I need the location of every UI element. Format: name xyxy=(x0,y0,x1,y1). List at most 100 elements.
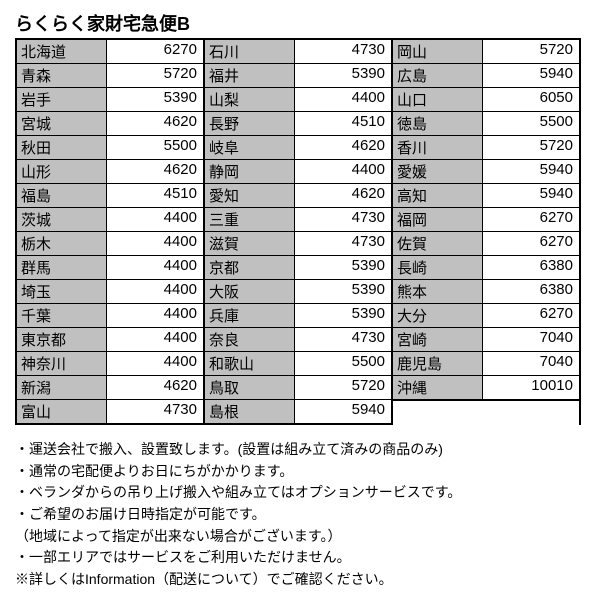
price-cell: 7040 xyxy=(483,352,579,375)
price-cell: 4620 xyxy=(295,136,391,159)
table-row: 群馬4400 xyxy=(17,256,203,280)
prefecture-cell: 岩手 xyxy=(17,88,107,111)
price-cell: 4620 xyxy=(107,376,203,399)
table-row: 神奈川4400 xyxy=(17,352,203,376)
prefecture-cell: 長崎 xyxy=(393,256,483,279)
price-cell: 5940 xyxy=(483,184,579,207)
price-cell: 5720 xyxy=(483,40,579,63)
prefecture-cell: 宮城 xyxy=(17,112,107,135)
prefecture-cell: 秋田 xyxy=(17,136,107,159)
price-cell: 5390 xyxy=(295,256,391,279)
price-cell: 4730 xyxy=(295,40,391,63)
prefecture-cell: 新潟 xyxy=(17,376,107,399)
price-column-1: 石川4730福井5390山梨4400長野4510岐阜4620静岡4400愛知46… xyxy=(205,38,393,425)
prefecture-cell: 広島 xyxy=(393,64,483,87)
price-cell: 6050 xyxy=(483,88,579,111)
prefecture-cell: 長野 xyxy=(205,112,295,135)
price-cell: 4620 xyxy=(107,112,203,135)
prefecture-cell: 大阪 xyxy=(205,280,295,303)
note-line: （地域によって指定が出来ない場合がございます。） xyxy=(15,526,585,548)
price-cell: 4400 xyxy=(107,352,203,375)
table-row: 山梨4400 xyxy=(205,88,391,112)
table-row: 山口6050 xyxy=(393,88,579,112)
table-row: 香川5720 xyxy=(393,136,579,160)
prefecture-cell: 北海道 xyxy=(17,40,107,63)
prefecture-cell: 兵庫 xyxy=(205,304,295,327)
price-cell: 5720 xyxy=(483,136,579,159)
prefecture-cell: 埼玉 xyxy=(17,280,107,303)
price-cell: 5940 xyxy=(483,160,579,183)
table-row: 富山4730 xyxy=(17,400,203,425)
price-cell: 5500 xyxy=(107,136,203,159)
table-row: 愛知4620 xyxy=(205,184,391,208)
price-cell: 6270 xyxy=(483,208,579,231)
prefecture-cell: 神奈川 xyxy=(17,352,107,375)
prefecture-cell: 山梨 xyxy=(205,88,295,111)
note-line: ・一部エリアではサービスをご利用いただけません。 xyxy=(15,547,585,569)
prefecture-cell: 和歌山 xyxy=(205,352,295,375)
price-cell: 5390 xyxy=(295,64,391,87)
table-row: 青森5720 xyxy=(17,64,203,88)
price-cell: 6380 xyxy=(483,256,579,279)
table-row: 岐阜4620 xyxy=(205,136,391,160)
table-row: 埼玉4400 xyxy=(17,280,203,304)
table-row: 新潟4620 xyxy=(17,376,203,400)
prefecture-cell: 奈良 xyxy=(205,328,295,351)
price-cell: 4620 xyxy=(107,160,203,183)
table-row: 福井5390 xyxy=(205,64,391,88)
prefecture-cell: 熊本 xyxy=(393,280,483,303)
prefecture-cell: 東京都 xyxy=(17,328,107,351)
prefecture-cell: 千葉 xyxy=(17,304,107,327)
shipping-price-table: 北海道6270青森5720岩手5390宮城4620秋田5500山形4620福島4… xyxy=(15,38,585,425)
table-row: 岡山5720 xyxy=(393,38,579,64)
note-line: ・運送会社で搬入、設置致します。(設置は組み立て済みの商品のみ) xyxy=(15,439,585,461)
table-row: 徳島5500 xyxy=(393,112,579,136)
price-cell: 5720 xyxy=(107,64,203,87)
table-row: 佐賀6270 xyxy=(393,232,579,256)
prefecture-cell: 福井 xyxy=(205,64,295,87)
prefecture-cell: 三重 xyxy=(205,208,295,231)
table-row: 福島4510 xyxy=(17,184,203,208)
price-cell: 4620 xyxy=(295,184,391,207)
table-row: 鳥取5720 xyxy=(205,376,391,400)
prefecture-cell: 福島 xyxy=(17,184,107,207)
price-cell: 6270 xyxy=(483,232,579,255)
price-cell: 5390 xyxy=(295,304,391,327)
prefecture-cell: 群馬 xyxy=(17,256,107,279)
prefecture-cell: 鹿児島 xyxy=(393,352,483,375)
price-cell: 4400 xyxy=(107,280,203,303)
prefecture-cell: 静岡 xyxy=(205,160,295,183)
price-cell: 4400 xyxy=(107,304,203,327)
price-cell: 4730 xyxy=(107,400,203,423)
table-row: 山形4620 xyxy=(17,160,203,184)
prefecture-cell: 愛知 xyxy=(205,184,295,207)
price-cell: 6270 xyxy=(483,304,579,327)
table-row: 石川4730 xyxy=(205,38,391,64)
note-line: ・ベランダからの吊り上げ搬入や組み立てはオプションサービスです。 xyxy=(15,482,585,504)
note-line: ・通常の宅配便よりお日にちがかかります。 xyxy=(15,461,585,483)
price-cell: 5720 xyxy=(295,376,391,399)
table-row: 和歌山5500 xyxy=(205,352,391,376)
table-row: 広島5940 xyxy=(393,64,579,88)
price-cell: 4730 xyxy=(295,328,391,351)
table-row: 京都5390 xyxy=(205,256,391,280)
table-row: 大分6270 xyxy=(393,304,579,328)
price-cell: 4730 xyxy=(295,232,391,255)
prefecture-cell: 佐賀 xyxy=(393,232,483,255)
table-title: らくらく家財宅急便B xyxy=(15,10,585,36)
price-cell: 4510 xyxy=(295,112,391,135)
table-row: 栃木4400 xyxy=(17,232,203,256)
prefecture-cell: 大分 xyxy=(393,304,483,327)
price-cell: 5390 xyxy=(107,88,203,111)
prefecture-cell: 山形 xyxy=(17,160,107,183)
table-row: 宮城4620 xyxy=(17,112,203,136)
table-row: 鹿児島7040 xyxy=(393,352,579,376)
prefecture-cell: 岡山 xyxy=(393,40,483,63)
table-row: 秋田5500 xyxy=(17,136,203,160)
table-row: 東京都4400 xyxy=(17,328,203,352)
prefecture-cell: 茨城 xyxy=(17,208,107,231)
prefecture-cell: 岐阜 xyxy=(205,136,295,159)
table-row: 北海道6270 xyxy=(17,38,203,64)
prefecture-cell: 沖縄 xyxy=(393,376,483,399)
price-cell: 5940 xyxy=(483,64,579,87)
